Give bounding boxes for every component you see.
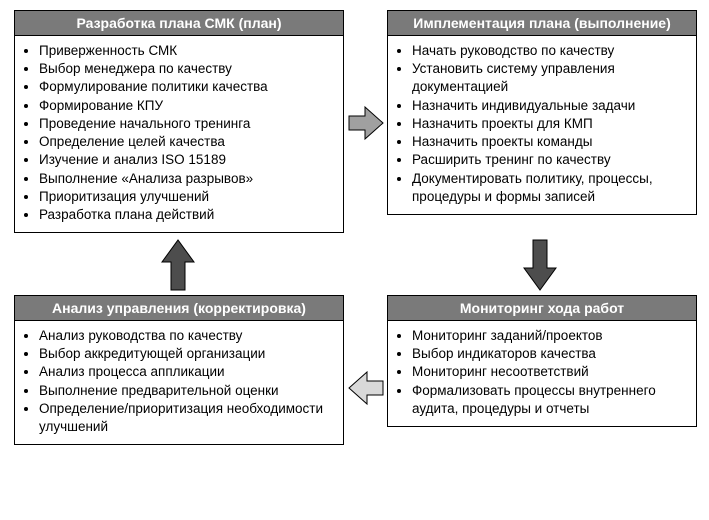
list-item: Выбор индикаторов качества [412,345,686,363]
list-item: Определение/приоритизация необходимости … [39,400,333,436]
box-monitor: Мониторинг хода работ Мониторинг заданий… [387,295,697,427]
list-item: Мониторинг заданий/проектов [412,327,686,345]
list-item: Приверженность СМК [39,42,333,60]
box-plan-body: Приверженность СМК Выбор менеджера по ка… [15,36,343,232]
list-item: Формирование КПУ [39,97,333,115]
arrow-review-to-plan [160,238,196,292]
list-item: Установить систему управления документац… [412,60,686,96]
box-impl-title: Имплементация плана (выполнение) [388,11,696,36]
arrow-impl-to-monitor [522,238,558,292]
box-monitor-title: Мониторинг хода работ [388,296,696,321]
box-review: Анализ управления (корректировка) Анализ… [14,295,344,445]
list-item: Выбор аккредитующей организации [39,345,333,363]
list-item: Разработка плана действий [39,206,333,224]
arrow-monitor-to-review [347,370,385,406]
box-review-title: Анализ управления (корректировка) [15,296,343,321]
list-item: Назначить индивидуальные задачи [412,97,686,115]
box-plan: Разработка плана СМК (план) Приверженнос… [14,10,344,233]
list-item: Выполнение «Анализа разрывов» [39,170,333,188]
list-item: Анализ процесса аппликации [39,363,333,381]
list-item: Формулирование политики качества [39,78,333,96]
box-plan-title: Разработка плана СМК (план) [15,11,343,36]
arrow-plan-to-impl [347,105,385,141]
list-item: Приоритизация улучшений [39,188,333,206]
list-item: Мониторинг несоответствий [412,363,686,381]
list-item: Документировать политику, процессы, проц… [412,170,686,206]
list-item: Назначить проекты команды [412,133,686,151]
list-item: Расширить тренинг по качеству [412,151,686,169]
list-item: Выполнение предварительной оценки [39,382,333,400]
list-item: Определение целей качества [39,133,333,151]
list-item: Выбор менеджера по качеству [39,60,333,78]
box-impl-body: Начать руководство по качеству Установит… [388,36,696,214]
list-item: Проведение начального тренинга [39,115,333,133]
box-monitor-body: Мониторинг заданий/проектов Выбор индика… [388,321,696,426]
list-item: Изучение и анализ ISO 15189 [39,151,333,169]
box-review-body: Анализ руководства по качеству Выбор акк… [15,321,343,444]
list-item: Анализ руководства по качеству [39,327,333,345]
list-item: Назначить проекты для КМП [412,115,686,133]
list-item: Формализовать процессы внутреннего аудит… [412,382,686,418]
box-impl: Имплементация плана (выполнение) Начать … [387,10,697,215]
list-item: Начать руководство по качеству [412,42,686,60]
